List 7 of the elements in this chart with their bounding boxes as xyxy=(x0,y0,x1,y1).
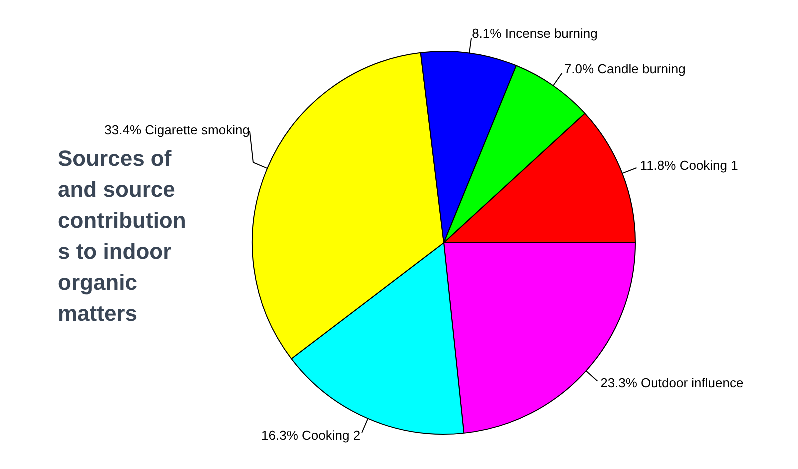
slice-label: 33.4% Cigarette smoking xyxy=(104,122,250,138)
slice-label: 11.8% Cooking 1 xyxy=(640,158,738,174)
slice-label: 16.3% Cooking 2 xyxy=(262,428,361,443)
slice-label: 7.0% Candle burning xyxy=(564,62,686,77)
slice-label: 8.1% Incense burning xyxy=(472,26,598,41)
slice-label: 23.3% Outdoor influence xyxy=(600,375,744,390)
text: Sources of and source contributions to indoor organic matters xyxy=(58,145,188,328)
